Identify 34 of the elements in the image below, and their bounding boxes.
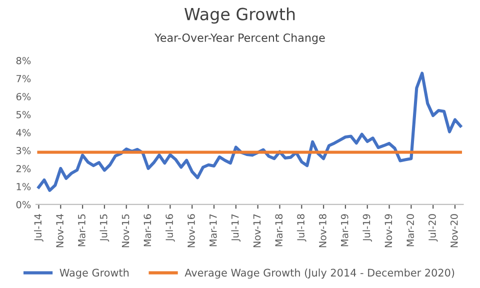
x-tick-label: Nov-16: [188, 214, 195, 248]
chart-subtitle: Year-Over-Year Percent Change: [154, 33, 325, 44]
x-tick-label: Nov-19: [384, 214, 392, 248]
x-tick-label: Jul-14: [34, 214, 44, 242]
y-tick-label: 7%: [16, 74, 31, 82]
x-tick-label: Nov-18: [319, 214, 326, 248]
y-tick-label: 2%: [16, 164, 31, 172]
x-tick-label: Jul-18: [296, 214, 306, 242]
x-tick-label: Jul-19: [362, 214, 372, 242]
y-tick-label: 5%: [16, 110, 31, 118]
x-tick-label: Jul-17: [231, 214, 241, 242]
legend-label: Wage Growth: [60, 268, 129, 279]
x-tick-label: Mar-15: [78, 214, 86, 246]
x-tick-label: Nov-14: [56, 214, 64, 248]
x-tick-label: Mar-20: [406, 214, 414, 246]
legend-label: Average Wage Growth (July 2014 - December 2020): [184, 268, 454, 279]
x-tick-label: Mar-18: [275, 214, 283, 246]
x-tick-label: Mar-16: [144, 214, 152, 246]
line-series: [37, 72, 462, 192]
x-tick-label: Jul-16: [165, 214, 175, 242]
y-tick-label: 6%: [16, 92, 31, 100]
y-tick-label: 3%: [16, 146, 31, 154]
x-tick-label: Nov-17: [253, 214, 261, 248]
y-tick-label: 0%: [16, 200, 31, 208]
y-tick-label: 8%: [16, 56, 31, 64]
x-tick-label: Nov-15: [122, 214, 130, 248]
x-tick-label: Mar-19: [340, 214, 348, 246]
chart-title: Wage Growth: [184, 7, 295, 24]
x-tick-label: Mar-17: [210, 214, 217, 246]
x-tick-label: Nov-20: [450, 214, 458, 248]
y-tick-label: 4%: [16, 128, 31, 136]
x-tick-label: Jul-15: [100, 214, 110, 242]
x-tick-label: Jul-20: [428, 214, 438, 242]
y-tick-label: 1%: [16, 182, 31, 190]
